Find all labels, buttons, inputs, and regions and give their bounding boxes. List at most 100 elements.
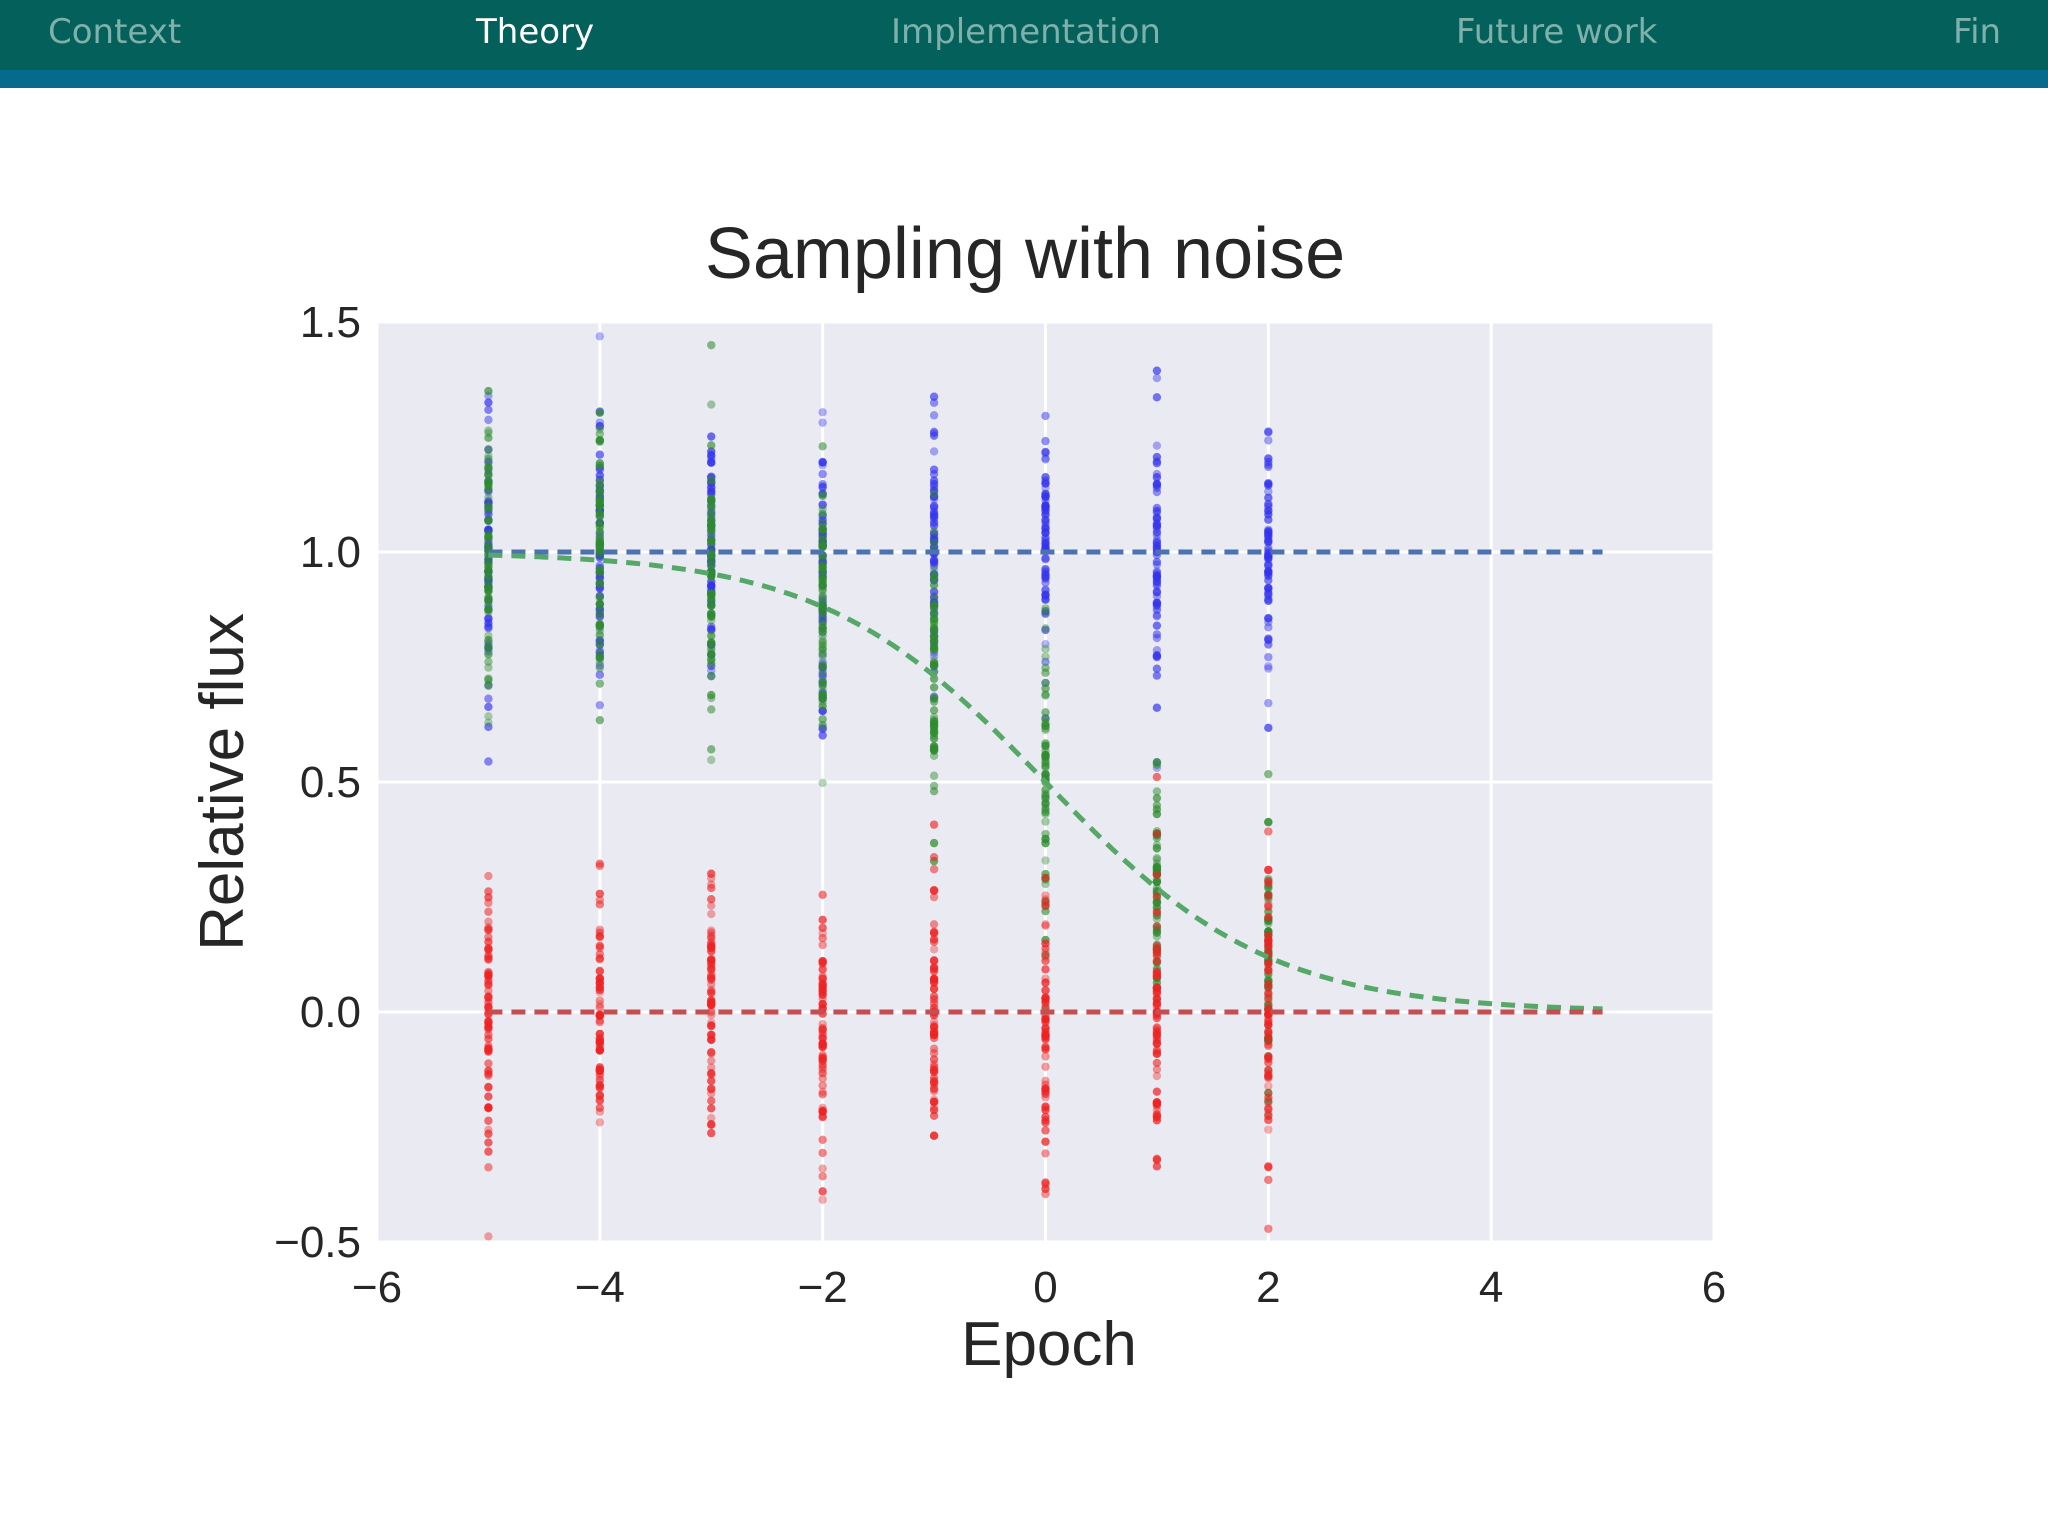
scatter-point — [1041, 952, 1050, 961]
nav-item-context[interactable]: Context — [48, 12, 182, 52]
scatter-point — [1264, 1105, 1273, 1114]
scatter-point — [707, 1047, 716, 1057]
scatter-point — [1264, 664, 1273, 673]
scatter-point — [1264, 989, 1273, 999]
scatter-point — [1264, 959, 1273, 968]
scatter-point — [818, 1135, 827, 1144]
scatter-point — [929, 609, 939, 618]
model-lines — [488, 549, 1603, 1015]
scatter-point — [1264, 1040, 1273, 1049]
scatter-point — [595, 639, 605, 649]
scatter-point — [484, 980, 493, 990]
scatter-point — [818, 1148, 827, 1158]
scatter-point — [707, 988, 716, 998]
scatter-point — [818, 607, 827, 616]
scatter-point — [595, 579, 605, 588]
scatter-point — [1152, 587, 1162, 596]
scatter-point — [595, 610, 605, 619]
scatter-point — [595, 1107, 605, 1116]
scatter-point — [1152, 610, 1162, 620]
scatter-point — [1041, 993, 1050, 1003]
nav-item-theory[interactable]: Theory — [476, 12, 595, 52]
scatter-point — [1264, 1162, 1273, 1172]
scatter-point — [1152, 535, 1162, 545]
scatter-point — [707, 997, 716, 1006]
nav-item-fin[interactable]: Fin — [1953, 12, 2002, 52]
scatter-point — [1152, 1000, 1162, 1009]
nav-item-future-work[interactable]: Future work — [1456, 12, 1658, 52]
scatter-point — [1041, 690, 1050, 699]
scatter-point — [818, 667, 827, 676]
scatter-point — [484, 479, 493, 488]
scatter-point — [1152, 855, 1162, 864]
nav-item-implementation[interactable]: Implementation — [891, 12, 1161, 52]
scatter-point — [1152, 646, 1162, 655]
scatter-point — [1152, 605, 1162, 614]
scatter-point — [1041, 956, 1050, 966]
scatter-point — [1041, 742, 1050, 751]
scatter-point — [929, 743, 939, 752]
scatter-point — [1152, 877, 1162, 886]
scatter-point — [484, 636, 493, 645]
scatter-point — [707, 458, 716, 468]
scatter-point — [595, 715, 605, 725]
scatter-point — [595, 461, 605, 470]
scatter-point — [595, 928, 605, 937]
scatter-point — [595, 664, 605, 673]
scatter-point — [929, 1073, 939, 1083]
scatter-point — [1264, 997, 1273, 1006]
scatter-point — [595, 996, 605, 1005]
scatter-point — [1152, 651, 1162, 660]
scatter-point — [707, 644, 716, 653]
scatter-point — [707, 671, 716, 681]
scatter-point — [707, 658, 716, 668]
scatter-point — [707, 479, 716, 488]
scatter-point — [595, 436, 605, 445]
scatter-point — [929, 1097, 939, 1106]
scatter-point — [707, 589, 716, 599]
scatter-point — [707, 1048, 716, 1057]
scatter-point — [818, 715, 827, 724]
scatter-point — [484, 614, 493, 624]
scatter-point — [707, 441, 716, 450]
scatter-point — [1152, 1058, 1162, 1068]
scatter-point — [1152, 772, 1162, 782]
scatter-point — [818, 652, 827, 661]
scatter-point — [1041, 502, 1050, 512]
scatter-point — [1264, 493, 1273, 502]
scatter-point — [1264, 436, 1273, 445]
scatter-point — [818, 1024, 827, 1034]
scatter-point — [484, 386, 493, 396]
scatter-point — [1264, 1069, 1273, 1079]
scatter-point — [1041, 879, 1050, 889]
scatter-point — [929, 587, 939, 596]
scatter-point — [818, 940, 827, 950]
scatter-point — [929, 492, 939, 501]
scatter-point — [929, 838, 939, 848]
scatter-point — [484, 597, 493, 606]
scatter-point — [929, 538, 939, 547]
scatter-point — [818, 1074, 827, 1083]
scatter-point — [1152, 473, 1162, 482]
scatter-point — [484, 1082, 493, 1092]
scatter-point — [1041, 1184, 1050, 1194]
scatter-point — [818, 418, 827, 427]
scatter-point — [1041, 785, 1050, 795]
scatter-point — [929, 592, 939, 602]
scatter-point — [929, 623, 939, 633]
scatter-point — [1264, 510, 1273, 519]
scatter-point — [818, 1090, 827, 1099]
scatter-point — [595, 435, 605, 445]
scatter-point — [484, 595, 493, 604]
scatter-point — [484, 579, 493, 589]
scatter-point — [818, 408, 827, 417]
scatter-point — [1041, 763, 1050, 773]
scatter-point — [707, 589, 716, 599]
scatter-point — [929, 398, 939, 407]
scatter-point — [595, 700, 605, 710]
scatter-point — [1041, 1149, 1050, 1158]
scatter-point — [1152, 506, 1162, 515]
scatter-point — [1152, 956, 1162, 966]
scatter-point — [1264, 487, 1273, 496]
scatter-point — [484, 510, 493, 519]
